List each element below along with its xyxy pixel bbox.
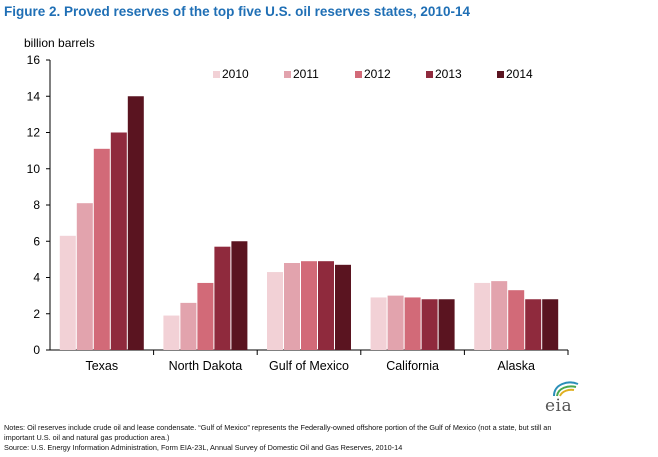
bar xyxy=(335,264,351,350)
x-category-label: California xyxy=(386,359,439,373)
eia-logo-icon xyxy=(553,381,579,397)
bar xyxy=(525,299,542,350)
bar xyxy=(508,290,525,350)
y-tick-label: 0 xyxy=(33,343,40,357)
x-category-label: Alaska xyxy=(497,359,535,373)
legend-label: 2011 xyxy=(293,67,319,81)
y-tick-label: 4 xyxy=(33,271,40,285)
eia-logo-text: eia xyxy=(545,396,573,416)
y-axis-label: billion barrels xyxy=(24,36,95,50)
bar xyxy=(197,282,214,350)
y-tick-label: 14 xyxy=(27,89,41,103)
bar-chart: 0 2 4 6 8 10 12 14 16 Texas North Dakota Gulf of Me… xyxy=(27,53,569,373)
bar xyxy=(404,297,421,350)
legend-label: 2012 xyxy=(364,67,391,81)
bar xyxy=(267,272,283,350)
bar xyxy=(474,282,491,350)
y-tick-label: 16 xyxy=(27,53,41,67)
bar xyxy=(421,299,438,350)
legend-swatch xyxy=(213,71,220,78)
figure-title: Figure 2. Proved reserves of the top fiv… xyxy=(4,4,470,19)
bar xyxy=(542,299,559,350)
bar xyxy=(318,261,334,350)
bar xyxy=(93,148,110,350)
legend-label: 2014 xyxy=(506,67,533,81)
bar xyxy=(284,263,300,350)
bar xyxy=(59,235,76,350)
bar xyxy=(127,96,144,350)
notes-line-1: Notes: Oil reserves include crude oil an… xyxy=(4,423,552,432)
bar xyxy=(76,203,93,350)
notes-line-2: important U.S. oil and natural gas produ… xyxy=(4,433,170,442)
bar xyxy=(214,246,231,350)
x-category-label: North Dakota xyxy=(169,359,243,373)
legend-swatch xyxy=(497,71,504,78)
bar xyxy=(438,299,455,350)
bar xyxy=(301,261,317,350)
y-tick-label: 6 xyxy=(33,234,40,248)
legend-swatch xyxy=(426,71,433,78)
y-tick-label: 2 xyxy=(33,307,40,321)
y-tick-label: 12 xyxy=(27,126,41,140)
bar xyxy=(180,302,197,350)
legend-label: 2013 xyxy=(435,67,462,81)
bar xyxy=(370,297,387,350)
legend-swatch xyxy=(284,71,291,78)
y-tick-label: 10 xyxy=(27,162,41,176)
bar xyxy=(163,315,180,350)
x-category-label: Texas xyxy=(85,359,118,373)
source-line: Source: U.S. Energy Information Administ… xyxy=(4,443,403,452)
y-tick-label: 8 xyxy=(33,198,40,212)
x-category-label: Gulf of Mexico xyxy=(269,359,349,373)
legend-swatch xyxy=(355,71,362,78)
bar xyxy=(387,295,404,350)
bar xyxy=(231,241,248,350)
bar xyxy=(110,132,127,350)
notes-block: Notes: Oil reserves include crude oil an… xyxy=(4,423,656,453)
legend-label: 2010 xyxy=(222,67,249,81)
bar xyxy=(491,281,508,350)
